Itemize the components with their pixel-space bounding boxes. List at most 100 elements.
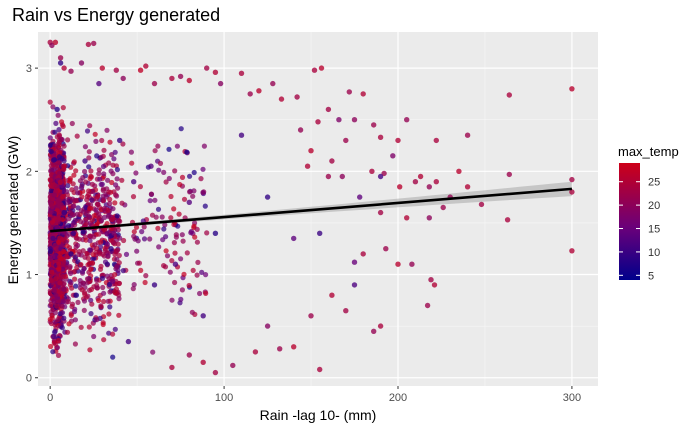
data-point xyxy=(113,182,119,188)
data-point xyxy=(184,250,190,256)
data-point xyxy=(315,119,321,125)
data-point xyxy=(49,219,56,225)
data-point xyxy=(68,210,74,216)
data-point xyxy=(64,189,70,195)
colorbar-ticks: 5 10 15 20 25 xyxy=(619,177,660,282)
colorbar-label: 20 xyxy=(648,200,660,212)
data-point xyxy=(59,325,65,331)
data-point xyxy=(61,315,67,321)
data-point xyxy=(52,39,59,45)
data-point xyxy=(73,197,79,203)
data-point xyxy=(178,256,184,262)
data-point xyxy=(155,225,161,231)
data-point xyxy=(48,209,54,215)
data-point xyxy=(92,131,98,137)
data-point xyxy=(357,194,363,200)
data-point xyxy=(55,197,61,203)
data-point xyxy=(168,215,174,221)
data-point xyxy=(317,366,323,373)
colorbar-label: 10 xyxy=(648,247,660,259)
data-point xyxy=(101,205,107,212)
data-point xyxy=(58,202,65,208)
data-point xyxy=(147,198,153,204)
legend-title: max_temp xyxy=(618,144,679,159)
data-point xyxy=(336,117,342,123)
data-point xyxy=(70,203,76,209)
data-point xyxy=(65,137,71,143)
data-point xyxy=(191,188,197,194)
data-point xyxy=(80,280,86,286)
data-point xyxy=(48,188,55,194)
data-point xyxy=(161,226,167,232)
data-point xyxy=(110,206,116,212)
x-tick-label: 0 xyxy=(47,392,53,404)
trend-line xyxy=(50,187,573,233)
data-point xyxy=(404,117,410,123)
data-point xyxy=(96,297,102,304)
data-point xyxy=(60,194,66,200)
data-point xyxy=(339,173,345,180)
data-point xyxy=(203,272,209,278)
data-point xyxy=(87,347,93,353)
data-point xyxy=(371,328,377,334)
data-point xyxy=(172,279,178,286)
data-point xyxy=(278,96,285,102)
data-point xyxy=(106,330,112,336)
data-point xyxy=(133,224,140,230)
data-point xyxy=(69,303,75,310)
data-point xyxy=(73,185,79,191)
data-point xyxy=(195,259,201,265)
data-point xyxy=(346,89,352,95)
data-point xyxy=(52,182,58,188)
data-point xyxy=(86,149,92,155)
data-point xyxy=(107,289,113,295)
data-point xyxy=(71,159,77,165)
data-point xyxy=(329,158,335,164)
data-point xyxy=(212,69,219,76)
data-point xyxy=(107,139,113,145)
data-point xyxy=(100,163,107,170)
data-point xyxy=(104,241,110,247)
data-point xyxy=(191,169,197,176)
x-tick-label: 200 xyxy=(389,392,407,404)
data-point xyxy=(252,349,259,355)
data-point xyxy=(377,134,384,140)
data-point xyxy=(377,323,384,329)
data-point xyxy=(202,203,208,209)
data-point xyxy=(106,276,112,282)
data-point xyxy=(433,179,439,185)
data-point xyxy=(61,143,67,149)
data-point xyxy=(74,133,80,139)
data-point xyxy=(117,235,123,241)
data-point xyxy=(68,312,74,318)
data-point xyxy=(81,298,88,304)
data-point xyxy=(294,94,300,100)
data-point xyxy=(78,324,84,330)
x-tick-label: 100 xyxy=(215,392,233,404)
data-point xyxy=(66,321,72,327)
data-point xyxy=(230,362,236,369)
data-point xyxy=(169,364,175,371)
data-point xyxy=(68,251,74,257)
data-point xyxy=(147,236,153,242)
data-point xyxy=(139,229,145,235)
data-point xyxy=(54,303,60,309)
data-point xyxy=(114,176,120,182)
data-point xyxy=(50,349,56,355)
data-point xyxy=(107,233,113,239)
data-point xyxy=(70,230,77,236)
data-point xyxy=(53,341,59,347)
data-point xyxy=(60,123,66,129)
data-point xyxy=(79,194,85,200)
data-point xyxy=(297,127,304,133)
data-point xyxy=(111,230,117,236)
data-point xyxy=(176,211,182,217)
data-point xyxy=(48,343,54,350)
data-point xyxy=(100,321,106,328)
data-point xyxy=(85,41,92,48)
data-point xyxy=(82,168,88,175)
data-point xyxy=(106,160,112,166)
data-point xyxy=(87,247,93,253)
data-point xyxy=(57,280,63,286)
data-point xyxy=(291,344,297,350)
